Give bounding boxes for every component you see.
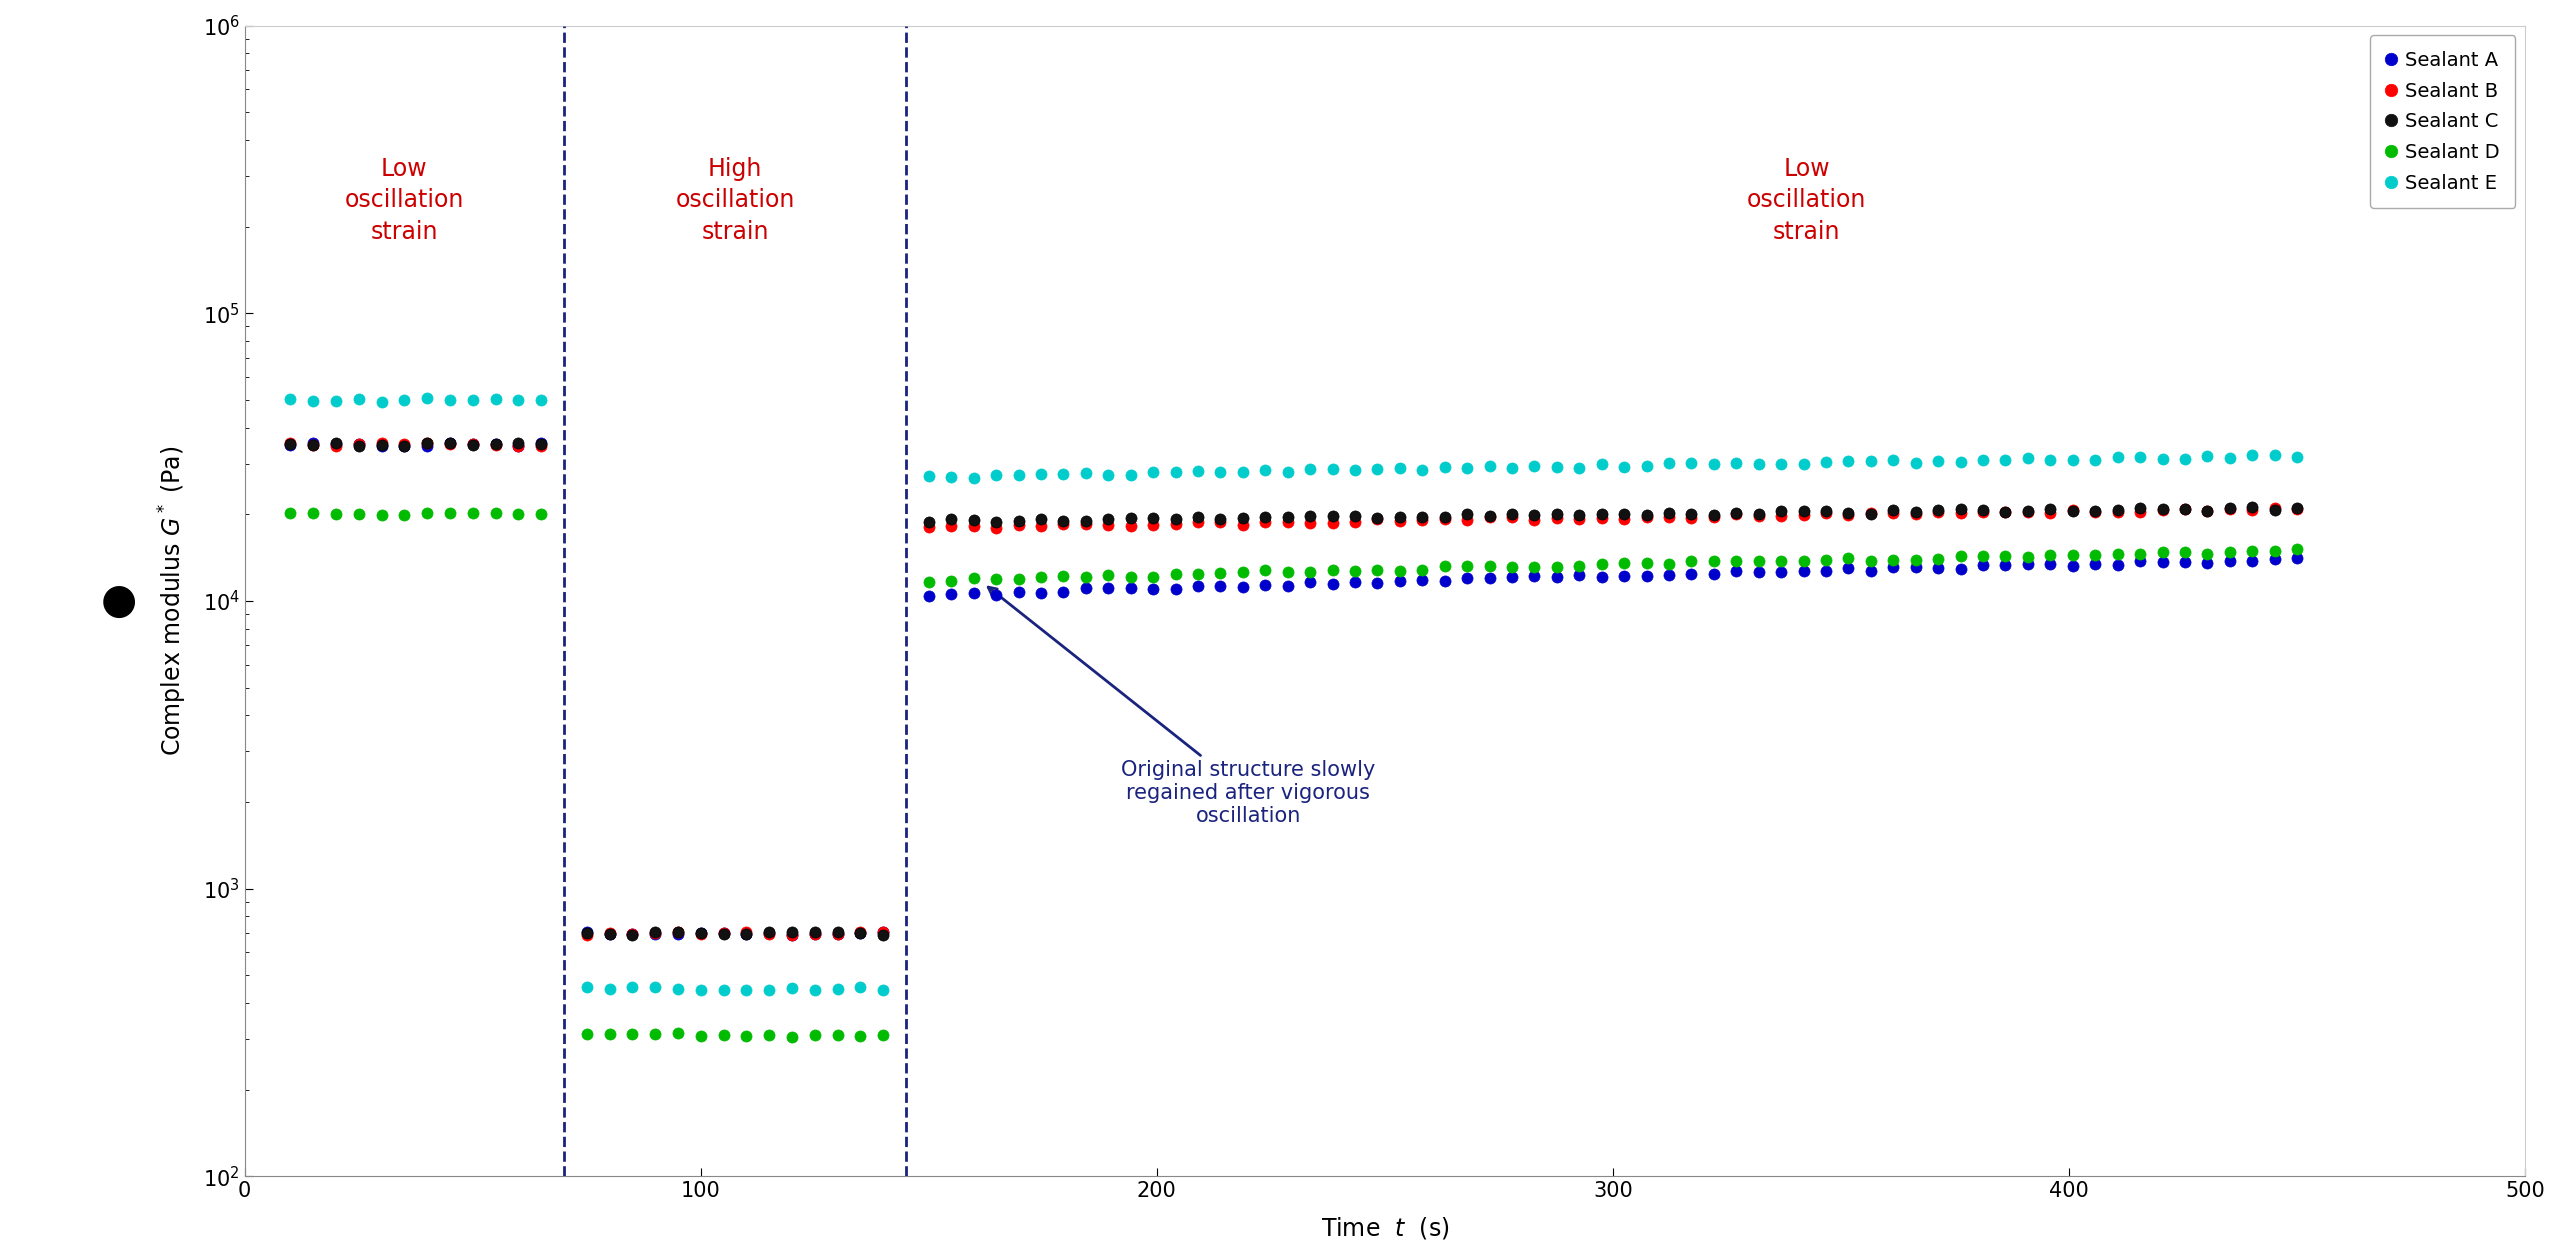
Sealant B bbox=[914, 520, 945, 535]
Sealant C bbox=[2237, 500, 2268, 515]
Sealant C bbox=[2281, 501, 2312, 516]
Sealant E bbox=[1608, 460, 1638, 475]
Sealant D bbox=[2281, 541, 2312, 556]
Sealant D bbox=[1027, 570, 1057, 585]
Sealant E bbox=[1206, 465, 1236, 480]
Legend: Sealant A, Sealant B, Sealant C, Sealant D, Sealant E: Sealant A, Sealant B, Sealant C, Sealant… bbox=[2371, 35, 2516, 208]
Sealant E bbox=[2237, 447, 2268, 462]
Line: Sealant E: Sealant E bbox=[924, 450, 2301, 484]
Line: Sealant B: Sealant B bbox=[924, 502, 2301, 534]
Sealant A bbox=[1183, 579, 1213, 594]
Sealant A bbox=[2260, 551, 2291, 566]
Sealant B bbox=[1295, 515, 1326, 530]
Sealant E bbox=[2125, 450, 2156, 465]
Sealant D bbox=[1272, 564, 1303, 579]
Line: Sealant C: Sealant C bbox=[924, 501, 2301, 528]
Sealant E bbox=[914, 468, 945, 484]
Y-axis label: Complex modulus $G^*$ (Pa): Complex modulus $G^*$ (Pa) bbox=[156, 446, 189, 756]
Text: High
oscillation
strain: High oscillation strain bbox=[676, 157, 794, 244]
Sealant B bbox=[2281, 502, 2312, 517]
Sealant C bbox=[1743, 506, 1774, 521]
Sealant A bbox=[2102, 556, 2132, 571]
Sealant E bbox=[1047, 466, 1078, 481]
Sealant C bbox=[1272, 509, 1303, 524]
Sealant A bbox=[914, 588, 945, 603]
Text: Low
oscillation
strain: Low oscillation strain bbox=[346, 157, 463, 244]
Line: Sealant D: Sealant D bbox=[924, 544, 2301, 588]
Sealant A bbox=[1272, 579, 1303, 594]
Sealant C bbox=[1183, 510, 1213, 525]
Sealant A bbox=[2281, 551, 2312, 566]
Text: Original structure slowly
regained after vigorous
oscillation: Original structure slowly regained after… bbox=[988, 587, 1375, 826]
Sealant B bbox=[1608, 511, 1638, 526]
Line: Sealant A: Sealant A bbox=[924, 553, 2301, 602]
Sealant D bbox=[2260, 543, 2291, 558]
Sealant B bbox=[2260, 500, 2291, 515]
Sealant C bbox=[1587, 506, 1618, 521]
Sealant E bbox=[1295, 461, 1326, 476]
Sealant C bbox=[1027, 511, 1057, 526]
Sealant B bbox=[1047, 516, 1078, 531]
Sealant A bbox=[1027, 585, 1057, 600]
Sealant C bbox=[2102, 502, 2132, 517]
Sealant B bbox=[1206, 514, 1236, 529]
Sealant E bbox=[957, 470, 988, 485]
Sealant D bbox=[914, 574, 945, 589]
Sealant B bbox=[980, 520, 1011, 535]
Sealant E bbox=[2281, 450, 2312, 465]
Text: ●: ● bbox=[100, 580, 138, 622]
Sealant C bbox=[914, 515, 945, 530]
Text: Low
oscillation
strain: Low oscillation strain bbox=[1746, 157, 1866, 244]
Sealant B bbox=[1766, 509, 1797, 524]
Sealant E bbox=[1766, 456, 1797, 471]
Sealant B bbox=[2125, 505, 2156, 520]
X-axis label: Time  $t$  (s): Time $t$ (s) bbox=[1321, 1215, 1449, 1241]
Sealant D bbox=[1743, 554, 1774, 569]
Sealant D bbox=[1183, 566, 1213, 582]
Sealant D bbox=[2102, 546, 2132, 561]
Sealant A bbox=[1743, 565, 1774, 580]
